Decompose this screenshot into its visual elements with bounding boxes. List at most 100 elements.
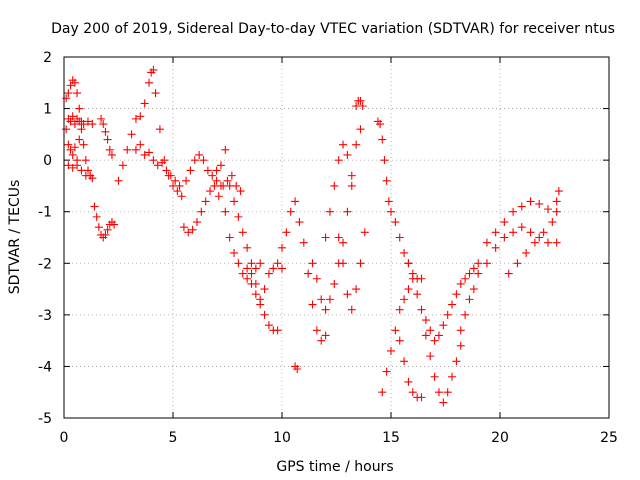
data-point: [339, 259, 348, 268]
data-point: [278, 243, 286, 252]
data-point: [395, 305, 404, 314]
data-point: [400, 357, 409, 366]
data-point: [500, 233, 509, 242]
x-axis-label: GPS time / hours: [276, 459, 393, 475]
data-point: [201, 197, 210, 206]
data-point: [334, 233, 343, 242]
data-point: [443, 310, 452, 319]
chart-title: Day 200 of 2019, Sidereal Day-to-day VTE…: [51, 21, 615, 37]
data-point: [114, 176, 123, 185]
data-point: [343, 290, 352, 299]
data-point: [552, 238, 561, 247]
data-point: [465, 269, 474, 278]
y-tick-label: 0: [43, 153, 52, 169]
data-point: [535, 199, 544, 208]
data-point: [238, 228, 247, 237]
data-point: [243, 243, 252, 252]
data-point: [92, 212, 101, 221]
data-point: [491, 228, 500, 237]
data-point: [238, 269, 247, 278]
data-point: [66, 117, 75, 126]
data-point: [504, 269, 513, 278]
data-point: [177, 192, 186, 201]
data-point: [99, 120, 108, 129]
data-point: [356, 125, 365, 134]
data-point: [256, 300, 265, 309]
data-point: [166, 171, 175, 180]
series-arc-r: [334, 228, 369, 314]
data-point: [223, 176, 232, 185]
data-point: [212, 166, 221, 175]
data-point: [325, 295, 334, 304]
data-point: [236, 187, 245, 196]
y-tick-label: 1: [43, 102, 52, 118]
series-arc-g: [114, 65, 186, 201]
data-point: [387, 207, 395, 216]
data-point: [330, 181, 339, 190]
data-point: [149, 156, 158, 165]
x-tick-label: 5: [169, 430, 178, 446]
data-point: [426, 352, 435, 361]
data-point: [482, 238, 491, 247]
data-point: [439, 321, 448, 330]
data-point: [230, 248, 239, 257]
data-point: [221, 145, 230, 154]
data-point: [162, 166, 171, 175]
data-point: [430, 372, 439, 381]
data-point: [312, 326, 321, 335]
data-point: [456, 326, 465, 335]
data-point: [70, 120, 79, 129]
data-point: [352, 285, 361, 294]
series-arc-o: [291, 362, 302, 374]
data-point: [260, 285, 269, 294]
series-arc-j: [182, 145, 230, 185]
data-point: [247, 269, 256, 278]
data-point: [216, 161, 225, 170]
data-point: [474, 259, 483, 268]
data-point: [83, 117, 92, 126]
data-point: [452, 290, 461, 299]
data-point: [321, 331, 330, 340]
data-point: [184, 228, 193, 237]
data-point: [330, 279, 339, 288]
data-point: [107, 150, 116, 159]
y-tick-label: -2: [38, 256, 52, 272]
data-point: [513, 259, 522, 268]
series-arc-w: [404, 259, 483, 345]
data-point: [90, 202, 99, 211]
data-point: [247, 279, 256, 288]
data-point: [225, 233, 234, 242]
data-point: [192, 218, 201, 227]
data-point: [77, 125, 86, 134]
data-point: [317, 336, 326, 345]
data-point: [395, 336, 404, 345]
data-point: [554, 187, 563, 196]
data-point: [94, 223, 103, 232]
data-point: [230, 197, 239, 206]
data-point: [339, 238, 348, 247]
data-point: [186, 166, 195, 175]
data-point: [465, 295, 474, 304]
data-point: [195, 150, 204, 159]
data-point: [443, 388, 452, 397]
series-arc-l: [225, 181, 282, 335]
data-point: [234, 259, 243, 268]
data-point: [62, 94, 71, 103]
y-axis-label: SDTVAR / TECUs: [7, 180, 23, 295]
data-point: [526, 228, 535, 237]
data-point: [75, 117, 84, 126]
series-arc-t: [373, 117, 426, 283]
data-point: [64, 89, 73, 98]
data-point: [68, 163, 77, 172]
data-point: [378, 135, 387, 144]
data-point: [197, 207, 206, 216]
data-point: [469, 285, 478, 294]
data-point: [101, 127, 110, 136]
data-point: [66, 81, 75, 90]
series-arc-p: [308, 125, 365, 314]
series-arc-m: [243, 259, 286, 309]
data-point: [264, 269, 273, 278]
series-arc-x: [421, 331, 465, 407]
data-point: [234, 212, 243, 221]
data-point: [140, 150, 149, 159]
